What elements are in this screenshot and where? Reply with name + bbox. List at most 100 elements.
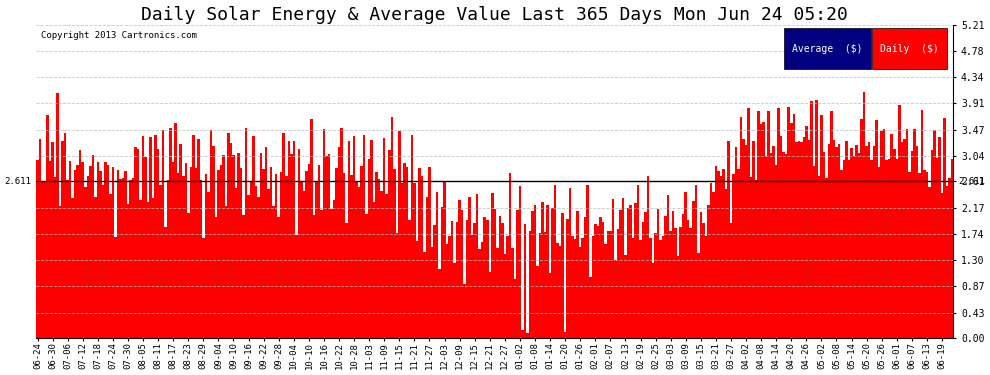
Bar: [733, 174, 735, 338]
Bar: [491, 193, 494, 338]
Bar: [828, 144, 831, 338]
Bar: [893, 149, 896, 338]
Bar: [473, 223, 476, 338]
Bar: [923, 170, 926, 338]
Bar: [841, 170, 842, 338]
Bar: [649, 238, 651, 338]
Bar: [712, 192, 715, 338]
Bar: [154, 135, 156, 338]
Bar: [710, 183, 712, 338]
Bar: [677, 256, 679, 338]
Bar: [347, 141, 350, 338]
Bar: [767, 111, 770, 338]
Bar: [303, 191, 305, 338]
Bar: [383, 138, 385, 338]
Bar: [360, 166, 363, 338]
Bar: [325, 156, 328, 338]
Bar: [380, 191, 383, 338]
Bar: [373, 202, 375, 338]
Bar: [890, 134, 893, 338]
Bar: [130, 180, 132, 338]
Bar: [524, 224, 527, 338]
Bar: [777, 108, 780, 338]
Bar: [471, 235, 473, 338]
Bar: [280, 172, 282, 338]
Bar: [674, 228, 677, 338]
Bar: [659, 240, 662, 338]
Bar: [393, 169, 396, 338]
Text: Copyright 2013 Cartronics.com: Copyright 2013 Cartronics.com: [41, 32, 197, 40]
Bar: [350, 176, 352, 338]
Bar: [463, 284, 466, 338]
Bar: [122, 178, 124, 338]
Bar: [403, 163, 406, 338]
Bar: [476, 194, 478, 338]
Bar: [91, 154, 94, 338]
Bar: [210, 129, 212, 338]
Bar: [444, 182, 446, 338]
Bar: [313, 214, 315, 338]
Bar: [921, 110, 923, 338]
Bar: [558, 246, 561, 338]
Bar: [795, 142, 798, 338]
Bar: [787, 107, 790, 338]
Bar: [504, 254, 506, 338]
Bar: [836, 147, 838, 338]
Bar: [780, 136, 782, 338]
Bar: [878, 166, 880, 338]
Bar: [931, 150, 934, 338]
Bar: [551, 208, 553, 338]
Bar: [940, 193, 943, 338]
Text: 2.611: 2.611: [5, 177, 32, 186]
Text: Daily  ($): Daily ($): [880, 44, 939, 54]
Bar: [177, 172, 179, 338]
Bar: [282, 133, 285, 338]
Bar: [328, 154, 331, 338]
Bar: [228, 133, 230, 338]
Bar: [89, 166, 91, 338]
Bar: [527, 333, 529, 338]
Bar: [556, 243, 558, 338]
Bar: [765, 156, 767, 338]
Bar: [720, 177, 722, 338]
Bar: [225, 206, 228, 338]
Bar: [240, 168, 243, 338]
Bar: [413, 183, 416, 338]
Bar: [873, 146, 875, 338]
Bar: [423, 252, 426, 338]
Bar: [622, 198, 624, 338]
Bar: [532, 211, 534, 338]
Bar: [355, 182, 357, 338]
Bar: [287, 141, 290, 338]
Bar: [53, 177, 56, 338]
Bar: [744, 145, 747, 338]
Bar: [901, 142, 903, 338]
Bar: [352, 136, 355, 338]
Bar: [754, 180, 757, 338]
Bar: [705, 236, 707, 338]
Bar: [71, 198, 74, 338]
Bar: [434, 225, 436, 338]
Bar: [911, 151, 913, 338]
Bar: [411, 135, 413, 338]
Bar: [929, 187, 931, 338]
Bar: [614, 260, 617, 338]
Bar: [908, 172, 911, 338]
Bar: [107, 165, 109, 338]
Bar: [94, 197, 97, 338]
Bar: [164, 227, 167, 338]
Bar: [669, 231, 672, 338]
Bar: [184, 163, 187, 338]
Bar: [285, 176, 287, 338]
Bar: [948, 178, 950, 338]
Bar: [448, 236, 450, 338]
Bar: [847, 160, 850, 338]
Bar: [292, 141, 295, 338]
Bar: [252, 136, 254, 338]
Bar: [581, 238, 584, 338]
Bar: [483, 217, 486, 338]
Bar: [602, 222, 604, 338]
Bar: [336, 168, 338, 338]
Bar: [542, 202, 544, 338]
Bar: [172, 162, 174, 338]
